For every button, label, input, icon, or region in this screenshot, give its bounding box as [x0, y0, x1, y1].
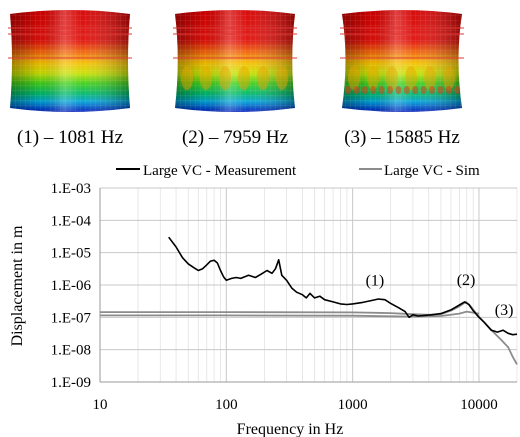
- mode-annotation: (2): [457, 272, 476, 289]
- series-lines: [100, 236, 518, 365]
- x-axis-label: Frequency in Hz: [237, 421, 344, 437]
- y-axis-label: Displacement in m: [9, 225, 26, 346]
- wrinkle-band: [257, 66, 269, 90]
- series-sim-line: [100, 310, 480, 318]
- wrinkle-band: [437, 86, 444, 94]
- mode-shape-mesh: [342, 10, 462, 112]
- wrinkle-band: [353, 86, 360, 94]
- wrinkle-band: [370, 86, 377, 94]
- mode-annotation: (3): [495, 302, 514, 319]
- wrinkle-band: [200, 66, 212, 90]
- x-tick-label: 10: [93, 397, 108, 413]
- y-tick-label: 1.E-09: [51, 375, 91, 391]
- series-measurement-line: [168, 236, 518, 336]
- wrinkle-band: [348, 66, 360, 90]
- x-tick-label: 1000: [338, 397, 368, 413]
- wrinkle-band: [454, 86, 461, 94]
- x-tick-label: 100: [215, 397, 238, 413]
- annotations: (1) (2) (3): [366, 272, 514, 319]
- wrinkle-band: [429, 86, 435, 94]
- wrinkle-band: [367, 66, 379, 90]
- wrinkle-band: [276, 66, 288, 90]
- wrinkle-band: [386, 66, 398, 90]
- y-tick-label: 1.E-08: [51, 343, 91, 359]
- wrinkle-band: [424, 66, 436, 90]
- wrinkle-band: [361, 86, 368, 94]
- x-tick-label: 10000: [460, 397, 498, 413]
- wrinkle-band: [412, 86, 419, 94]
- mode-shape-1: (1) – 1081 Hz: [8, 10, 132, 148]
- wrinkle-band: [420, 86, 427, 94]
- mode-shape-label: (3) – 15885 Hz: [344, 127, 460, 148]
- y-tick-label: 1.E-07: [51, 310, 92, 326]
- mode-shape-label: (1) – 1081 Hz: [17, 127, 123, 148]
- mode-shape-mesh: [10, 10, 130, 112]
- legend-sim-label: Large VC - Sim: [384, 163, 480, 179]
- axis-ticks: 1.E-09 1.E-08 1.E-07 1.E-06 1.E-05 1.E-04 1.E-…: [51, 181, 498, 413]
- wrinkle-band: [405, 66, 417, 90]
- mode-shape-2: (2) – 7959 Hz: [173, 10, 297, 148]
- grid: [99, 187, 518, 383]
- wrinkle-band: [445, 86, 452, 94]
- chart-legend: Large VC - Measurement Large VC - Sim: [116, 163, 480, 179]
- wrinkle-band: [345, 86, 351, 94]
- plot-area: 1.E-09 1.E-08 1.E-07 1.E-06 1.E-05 1.E-04 1.E-…: [9, 181, 518, 437]
- wrinkle-band: [403, 86, 410, 94]
- wrinkle-band: [387, 86, 393, 94]
- wrinkle-band: [219, 66, 231, 90]
- mode-shape-3: (3) – 15885 Hz: [340, 10, 464, 148]
- wrinkle-band: [443, 66, 455, 90]
- mode-annotation: (1): [366, 273, 385, 290]
- mode-shape-mesh: [175, 10, 295, 112]
- mode-shape-label: (2) – 7959 Hz: [182, 127, 288, 148]
- wrinkle-band: [395, 86, 402, 94]
- y-tick-label: 1.E-03: [51, 181, 91, 197]
- wrinkle-band: [378, 86, 385, 94]
- legend-measurement-label: Large VC - Measurement: [143, 163, 297, 179]
- y-tick-label: 1.E-06: [51, 278, 92, 294]
- wrinkle-band: [181, 66, 193, 90]
- series-sim-line: [100, 301, 518, 365]
- y-tick-label: 1.E-05: [51, 246, 91, 262]
- wrinkle-band: [238, 66, 250, 90]
- y-tick-label: 1.E-04: [51, 213, 92, 229]
